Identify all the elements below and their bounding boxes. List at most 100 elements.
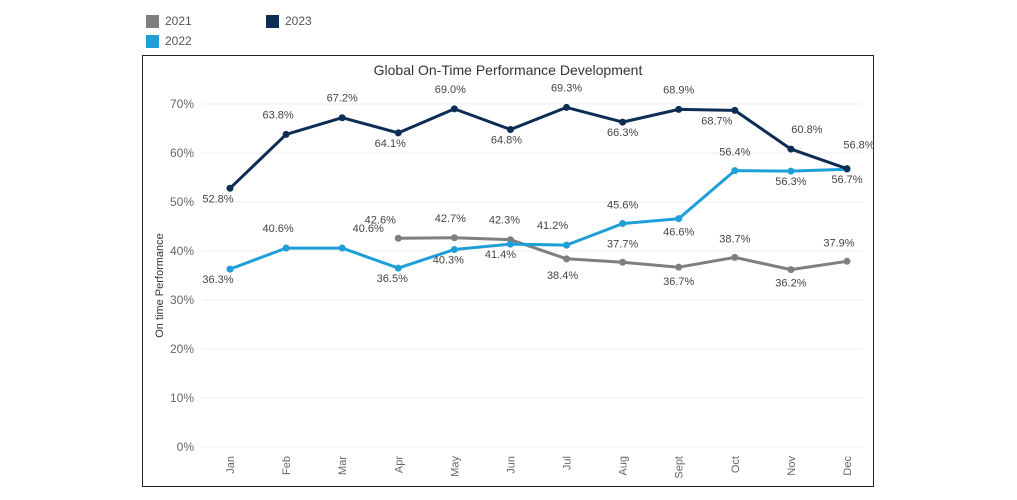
data-point-2021-dec[interactable] xyxy=(843,257,851,265)
x-tick-label-jan: Jan xyxy=(225,456,237,474)
data-point-2022-jul[interactable] xyxy=(563,241,571,249)
data-label-2022-oct: 56.4% xyxy=(719,147,750,159)
data-point-2023-dec[interactable] xyxy=(843,165,851,173)
x-tick-label-oct: Oct xyxy=(730,456,742,473)
x-tick-label-nov: Nov xyxy=(786,456,798,476)
x-tick-label-sept: Sept xyxy=(674,456,686,479)
chart-frame xyxy=(142,55,874,487)
y-tick-label: 70% xyxy=(170,97,194,111)
data-point-2021-sept[interactable] xyxy=(675,263,683,271)
x-tick-label-jun: Jun xyxy=(505,456,517,474)
data-point-2023-jul[interactable] xyxy=(563,103,571,111)
data-point-2023-sept[interactable] xyxy=(675,105,683,113)
data-point-2023-feb[interactable] xyxy=(282,130,290,138)
x-tick-label-may: May xyxy=(449,456,461,477)
data-label-2023-feb: 63.8% xyxy=(262,109,293,121)
data-point-2023-oct[interactable] xyxy=(731,106,739,114)
data-label-2023-jan: 52.8% xyxy=(202,193,233,205)
data-label-2022-jul: 41.2% xyxy=(537,220,568,232)
data-point-2021-aug[interactable] xyxy=(619,258,627,266)
data-point-2021-may[interactable] xyxy=(450,234,458,242)
data-label-2022-sept: 46.6% xyxy=(663,227,694,239)
data-label-2023-jun: 64.8% xyxy=(491,134,522,146)
legend-label-2021: 2021 xyxy=(165,14,192,28)
y-tick-label: 0% xyxy=(177,440,195,454)
data-label-2023-sept: 68.9% xyxy=(663,84,694,96)
x-tick-label-aug: Aug xyxy=(618,456,630,476)
legend-item-2022[interactable]: 2022 xyxy=(146,34,192,48)
data-label-2022-may: 40.3% xyxy=(433,255,464,267)
data-label-2023-mar: 67.2% xyxy=(327,93,358,105)
data-point-2022-oct[interactable] xyxy=(731,167,739,175)
x-tick-label-feb: Feb xyxy=(281,456,293,475)
data-label-2022-jun: 41.4% xyxy=(485,249,516,261)
data-point-2022-apr[interactable] xyxy=(394,264,402,272)
data-point-2023-jun[interactable] xyxy=(506,125,514,133)
legend-swatch-2023 xyxy=(266,14,279,28)
series-line-2022 xyxy=(229,167,848,271)
data-label-2021-oct: 38.7% xyxy=(719,233,750,245)
data-label-2021-apr: 42.6% xyxy=(365,214,396,226)
data-label-2023-aug: 66.3% xyxy=(607,127,638,139)
data-label-2023-may: 69.0% xyxy=(435,84,466,96)
data-label-2021-may: 42.7% xyxy=(435,213,466,225)
y-tick-label: 20% xyxy=(170,342,194,356)
x-tick-label-apr: Apr xyxy=(393,456,405,473)
legend-label-2022: 2022 xyxy=(165,34,192,48)
data-label-2022-feb: 40.6% xyxy=(262,223,293,235)
data-point-2021-nov[interactable] xyxy=(787,266,795,274)
data-label-2023-nov: 60.8% xyxy=(791,124,822,136)
data-point-2023-mar[interactable] xyxy=(338,114,346,122)
data-label-2021-jul: 38.4% xyxy=(547,270,578,282)
data-point-2022-sept[interactable] xyxy=(675,215,683,223)
x-tick-label-jul: Jul xyxy=(562,456,574,470)
x-tick-label-dec: Dec xyxy=(842,456,854,476)
data-point-2023-aug[interactable] xyxy=(619,118,627,126)
data-label-2023-apr: 64.1% xyxy=(375,138,406,150)
data-label-2022-aug: 45.6% xyxy=(607,200,638,212)
data-point-2023-jan[interactable] xyxy=(226,184,234,192)
data-label-2023-oct: 68.7% xyxy=(701,115,732,127)
y-axis-label: On time Performance xyxy=(154,233,166,338)
data-label-2022-nov: 56.3% xyxy=(775,176,806,188)
legend-item-2023[interactable]: 2023 xyxy=(266,14,312,28)
x-tick-label-mar: Mar xyxy=(337,456,349,475)
data-point-2023-may[interactable] xyxy=(450,105,458,113)
data-label-2022-mar: 40.6% xyxy=(353,223,384,235)
y-tick-label: 10% xyxy=(170,391,194,405)
data-label-2023-dec: 56.8% xyxy=(843,140,874,152)
legend: 2021 2022 2023 xyxy=(146,12,346,52)
data-point-2022-jun[interactable] xyxy=(506,240,514,248)
y-tick-label: 40% xyxy=(170,244,194,258)
data-label-2022-dec: 56.7% xyxy=(831,174,862,186)
data-label-2021-nov: 36.2% xyxy=(775,278,806,290)
legend-swatch-2022 xyxy=(146,34,159,48)
data-label-2021-aug: 37.7% xyxy=(607,238,638,250)
data-point-2022-feb[interactable] xyxy=(282,244,290,252)
data-point-2022-may[interactable] xyxy=(450,246,458,254)
legend-label-2023: 2023 xyxy=(285,14,312,28)
data-point-2022-aug[interactable] xyxy=(619,220,627,228)
data-label-2023-jul: 69.3% xyxy=(551,82,582,94)
data-point-2021-jul[interactable] xyxy=(563,255,571,263)
y-tick-label: 60% xyxy=(170,146,194,160)
y-tick-label: 30% xyxy=(170,293,194,307)
series-line-2023 xyxy=(228,105,848,190)
y-tick-label: 50% xyxy=(170,195,194,209)
data-point-2022-nov[interactable] xyxy=(787,167,795,175)
data-point-2023-apr[interactable] xyxy=(394,129,402,137)
data-point-2021-apr[interactable] xyxy=(394,234,402,242)
chart-title: Global On-Time Performance Development xyxy=(373,62,643,78)
data-label-2021-dec: 37.9% xyxy=(823,237,854,249)
legend-swatch-2021 xyxy=(146,14,159,28)
data-point-2022-mar[interactable] xyxy=(338,244,346,252)
data-point-2023-nov[interactable] xyxy=(787,145,795,153)
data-label-2021-sept: 36.7% xyxy=(663,276,694,288)
data-label-2022-apr: 36.5% xyxy=(377,273,408,285)
data-point-2022-jan[interactable] xyxy=(226,265,234,273)
legend-item-2021[interactable]: 2021 xyxy=(146,14,192,28)
data-label-2022-jan: 36.3% xyxy=(202,274,233,286)
data-label-2021-jun: 42.3% xyxy=(489,215,520,227)
data-point-2021-oct[interactable] xyxy=(731,253,739,261)
